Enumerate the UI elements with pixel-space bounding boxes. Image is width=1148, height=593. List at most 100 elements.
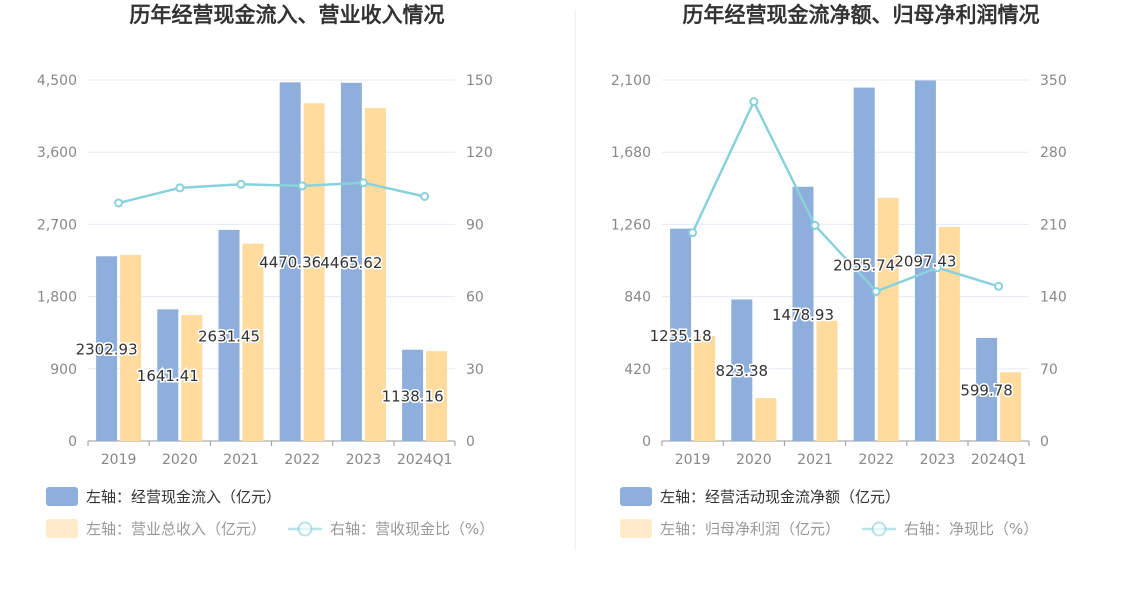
legend-swatch-secondary [46, 519, 78, 538]
y-left-tick-label: 2,700 [37, 217, 77, 233]
chart-panel-net-cash: 历年经营现金流净额、归母净利润情况 2,100 1,680 1,260 840 420 0 3… [574, 0, 1148, 589]
line-point [871, 286, 881, 296]
y-right-tick-label: 350 [1040, 73, 1067, 89]
x-tick-label: 2022 [858, 452, 894, 468]
y-right-tick-label: 210 [1040, 217, 1067, 233]
line-point [810, 220, 820, 230]
y-right-tick-label: 280 [1040, 145, 1067, 161]
data-label: 2055.74 [833, 256, 895, 274]
legend-swatch-line-point [297, 521, 313, 537]
legend-swatch-primary [620, 487, 652, 506]
x-tick-label: 2023 [920, 452, 956, 468]
y-left-tick-label: 0 [642, 434, 651, 450]
data-label: 1641.41 [137, 367, 199, 385]
bar-primary [670, 228, 692, 441]
legend-swatch-secondary [620, 519, 652, 538]
chart-net-cash: 历年经营现金流净额、归母净利润情况 2,100 1,680 1,260 840 420 0 3… [611, 3, 1067, 538]
bar-secondary [242, 243, 264, 441]
bar-primary [157, 309, 179, 441]
data-label: 2097.43 [894, 253, 956, 271]
line-series [691, 98, 999, 293]
line-point [297, 181, 307, 191]
y-right-tick-label: 90 [466, 217, 484, 233]
line-point [358, 178, 368, 188]
bar-primary [914, 80, 936, 441]
bar-secondary [816, 320, 838, 441]
y-left-tick-label: 3,600 [37, 145, 77, 161]
bar-secondary [1000, 372, 1022, 441]
line-point [749, 97, 759, 107]
x-tick-label: 2020 [736, 452, 772, 468]
line-point [114, 198, 124, 208]
bar-primary [792, 186, 814, 441]
y-left-tick-label: 1,680 [611, 145, 651, 161]
y-left-tick-label: 4,500 [37, 73, 77, 89]
line-series [118, 181, 425, 205]
data-label: 1478.93 [772, 306, 834, 324]
x-tick-label: 2020 [162, 452, 198, 468]
bar-primary [340, 82, 362, 441]
line-point [420, 191, 430, 201]
x-tick-label: 2019 [675, 452, 711, 468]
bar-primary [853, 87, 875, 441]
y-left-tick-label: 1,260 [611, 217, 651, 233]
legend-label-secondary: 左轴：归母净利润（亿元） [660, 520, 840, 538]
data-label: 599.78 [960, 381, 1013, 399]
legend-label-line: 右轴：净现比（%） [904, 520, 1038, 538]
legend-label-line: 右轴：营收现金比（%） [330, 520, 494, 538]
x-tick-label: 2022 [284, 452, 320, 468]
data-label: 1235.18 [650, 327, 712, 345]
chart-title: 历年经营现金流净额、归母净利润情况 [683, 3, 1040, 27]
legend-swatch-line-point [871, 521, 887, 537]
line-point [236, 179, 246, 189]
y-left-tick-label: 840 [624, 290, 651, 306]
chart-panel-cash-inflow: 历年经营现金流入、营业收入情况 4,500 3,600 2,700 1,800 900 0 1… [0, 0, 574, 589]
bar-secondary [755, 398, 777, 441]
legend-label-primary: 左轴：经营活动现金流净额（亿元） [660, 488, 900, 506]
legend-swatch-primary [46, 487, 78, 506]
y-right-tick-label: 120 [466, 145, 493, 161]
bar-primary [731, 299, 753, 441]
bar-secondary [181, 315, 203, 441]
x-tick-label: 2021 [223, 452, 259, 468]
line-point [994, 281, 1004, 291]
bar-secondary [877, 197, 899, 441]
panel-divider [575, 10, 576, 550]
y-right-tick-label: 0 [1040, 434, 1049, 450]
bar-secondary [938, 226, 960, 441]
chart-cash-inflow: 历年经营现金流入、营业收入情况4,5003,6002,7001,80090001… [37, 3, 494, 538]
bar-secondary [120, 254, 142, 441]
legend-label-secondary: 左轴：营业总收入（亿元） [86, 520, 266, 538]
y-left-tick-label: 420 [624, 362, 651, 378]
y-right-tick-label: 140 [1040, 290, 1067, 306]
chart-title: 历年经营现金流入、营业收入情况 [130, 3, 445, 27]
data-label: 4470.36 [259, 254, 321, 272]
data-label: 4465.62 [320, 254, 382, 272]
y-right-tick-label: 60 [466, 290, 484, 306]
y-left-tick-label: 1,800 [37, 290, 77, 306]
legend-label-primary: 左轴：经营现金流入（亿元） [86, 488, 281, 506]
x-tick-label: 2023 [346, 452, 382, 468]
bar-primary [218, 229, 240, 441]
data-label: 2302.93 [76, 341, 138, 359]
bar-secondary [694, 336, 716, 441]
x-tick-label: 2024Q1 [971, 452, 1027, 468]
y-left-tick-label: 2,100 [611, 73, 651, 89]
bar-secondary [426, 351, 448, 441]
data-label: 1138.16 [382, 387, 444, 405]
bar-secondary [364, 108, 386, 442]
x-tick-label: 2021 [797, 452, 833, 468]
line-point [175, 183, 185, 193]
bar-primary [976, 337, 998, 441]
line-point [932, 263, 942, 273]
y-right-tick-label: 0 [466, 434, 475, 450]
y-right-tick-label: 30 [466, 362, 484, 378]
bar-primary [96, 256, 118, 441]
bar-secondary [303, 103, 325, 442]
y-left-tick-label: 900 [50, 362, 77, 378]
y-right-tick-label: 70 [1040, 362, 1058, 378]
x-tick-label: 2024Q1 [397, 452, 453, 468]
y-left-tick-label: 0 [68, 434, 77, 450]
y-right-tick-label: 150 [466, 73, 493, 89]
data-label: 823.38 [716, 362, 769, 380]
